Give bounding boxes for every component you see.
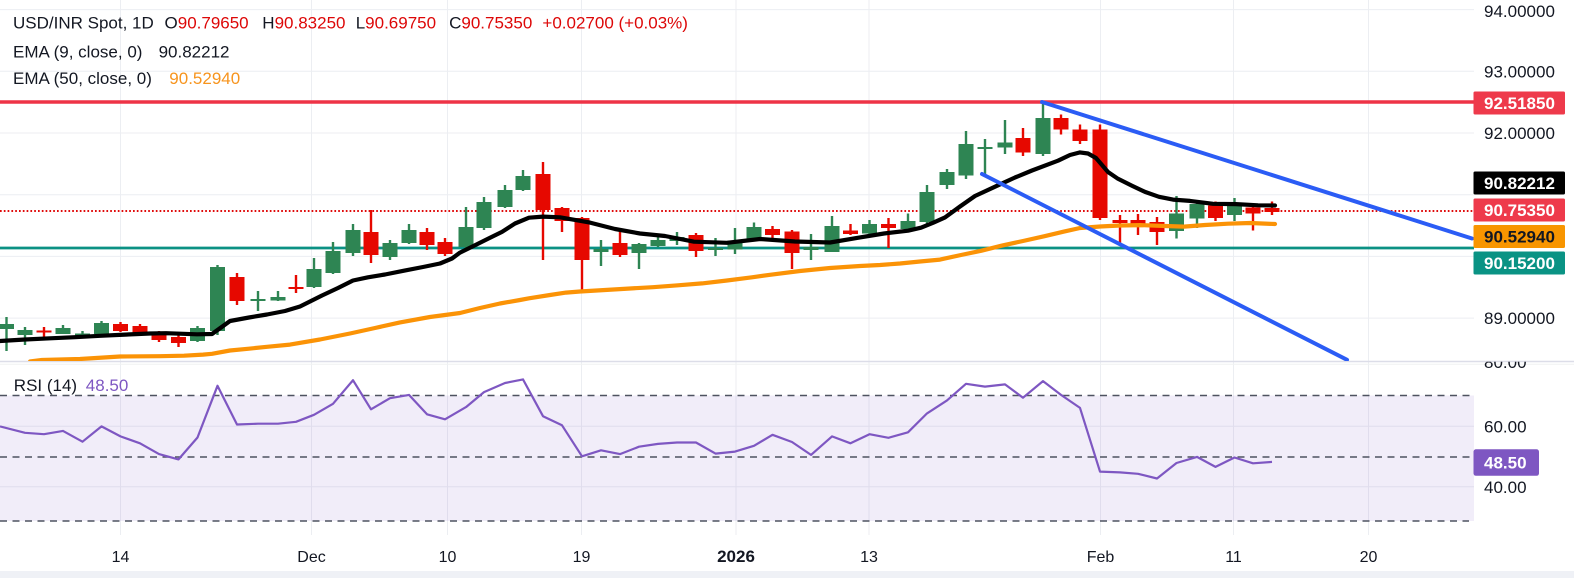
svg-text:60.00: 60.00 <box>1484 417 1527 436</box>
svg-text:90.75350: 90.75350 <box>1484 201 1555 220</box>
svg-text:O90.79650: O90.79650 <box>165 14 249 33</box>
svg-text:Feb: Feb <box>1087 549 1115 566</box>
svg-text:Dec: Dec <box>297 549 325 566</box>
svg-text:90.82212: 90.82212 <box>159 43 230 62</box>
svg-text:H90.83250: H90.83250 <box>262 14 345 33</box>
svg-text:48.50: 48.50 <box>86 376 129 395</box>
svg-text:13: 13 <box>860 549 878 566</box>
svg-text:14: 14 <box>112 549 130 566</box>
svg-text:10: 10 <box>439 549 457 566</box>
svg-text:+0.02700 (+0.03%): +0.02700 (+0.03%) <box>542 14 688 33</box>
svg-text:89.00000: 89.00000 <box>1484 309 1555 328</box>
svg-text:90.52940: 90.52940 <box>169 69 240 88</box>
svg-text:RSI (14): RSI (14) <box>14 376 77 395</box>
svg-text:90.52940: 90.52940 <box>1484 228 1555 247</box>
svg-text:92.51850: 92.51850 <box>1484 94 1555 113</box>
svg-text:USD/INR Spot, 1D: USD/INR Spot, 1D <box>13 14 154 33</box>
svg-text:92.00000: 92.00000 <box>1484 124 1555 143</box>
svg-text:90.15200: 90.15200 <box>1484 254 1555 273</box>
svg-text:94.00000: 94.00000 <box>1484 2 1555 21</box>
svg-text:40.00: 40.00 <box>1484 478 1527 497</box>
svg-text:EMA (50, close, 0): EMA (50, close, 0) <box>13 69 152 88</box>
svg-text:L90.69750: L90.69750 <box>356 14 436 33</box>
svg-text:C90.75350: C90.75350 <box>449 14 532 33</box>
svg-text:11: 11 <box>1225 549 1242 566</box>
svg-text:48.50: 48.50 <box>1484 454 1527 473</box>
svg-text:EMA (9, close, 0): EMA (9, close, 0) <box>13 43 142 62</box>
svg-text:93.00000: 93.00000 <box>1484 62 1555 81</box>
svg-text:90.82212: 90.82212 <box>1484 174 1555 193</box>
svg-text:80.00: 80.00 <box>1484 353 1527 372</box>
svg-text:19: 19 <box>573 549 591 566</box>
svg-text:20: 20 <box>1360 549 1378 566</box>
svg-text:2026: 2026 <box>717 547 755 566</box>
